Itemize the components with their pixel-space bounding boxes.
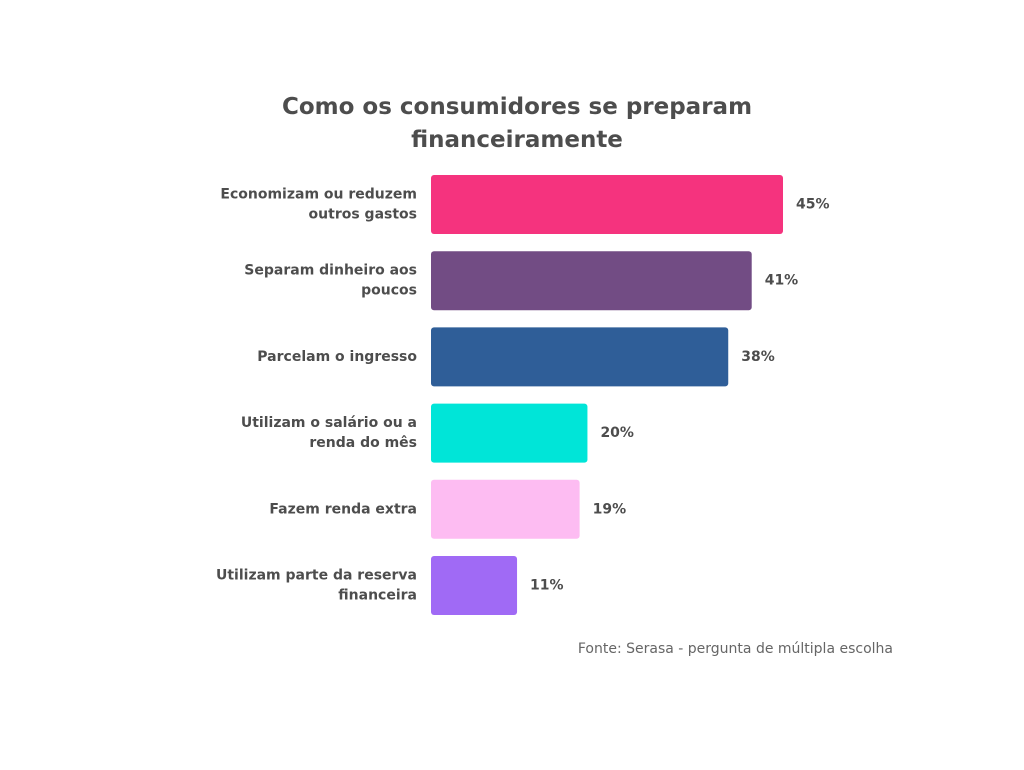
chart-title-line-2: financeiramente	[411, 127, 623, 153]
value-label: 41%	[765, 273, 799, 289]
category-label-line: Parcelam o ingresso	[257, 349, 417, 365]
category-label-line: Economizam ou reduzem	[220, 187, 417, 203]
category-label: Parcelam o ingresso	[257, 349, 417, 365]
value-label: 19%	[593, 501, 627, 517]
bar	[431, 251, 752, 311]
category-label: Utilizam o salário ou a renda do mês	[241, 415, 417, 451]
category-label-line: Separam dinheiro aos	[244, 263, 417, 279]
category-label-line: outros gastos	[309, 207, 417, 223]
category-label-line: financeira	[338, 588, 417, 604]
bar	[431, 479, 580, 539]
value-label: 20%	[600, 425, 634, 441]
category-label: Fazem renda extra	[269, 501, 417, 517]
value-label: 11%	[530, 578, 564, 594]
category-label-line: Utilizam parte da reserva	[216, 568, 417, 584]
bar	[431, 175, 783, 234]
category-label: Separam dinheiro aos poucos	[244, 263, 417, 299]
category-label: Economizam ou reduzem outros gastos	[220, 187, 417, 223]
category-label: Utilizam parte da reserva financeira	[216, 568, 417, 604]
category-label-line: Utilizam o salário ou a	[241, 415, 417, 431]
category-label-line: Fazem renda extra	[269, 501, 417, 517]
category-label-line: renda do mês	[309, 435, 417, 451]
bar	[431, 327, 729, 387]
chart-title-line-1: Como os consumidores se preparam	[281, 94, 753, 120]
bar	[431, 556, 518, 615]
bar	[431, 403, 588, 463]
category-label-line: poucos	[361, 283, 417, 299]
value-label: 38%	[741, 349, 775, 365]
chart-title: Como os consumidores se preparam finance…	[262, 91, 772, 157]
value-label: 45%	[796, 197, 830, 213]
source-note: Fonte: Serasa - pergunta de múltipla esc…	[577, 641, 893, 657]
